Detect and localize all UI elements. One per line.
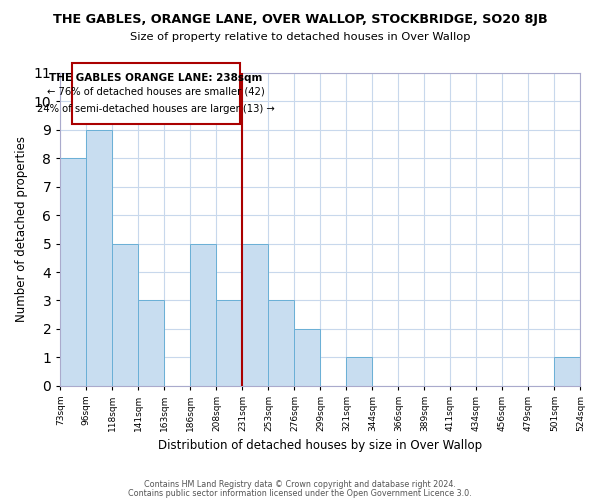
Text: Contains public sector information licensed under the Open Government Licence 3.: Contains public sector information licen… xyxy=(128,488,472,498)
Text: THE GABLES ORANGE LANE: 238sqm: THE GABLES ORANGE LANE: 238sqm xyxy=(49,73,263,83)
Text: THE GABLES, ORANGE LANE, OVER WALLOP, STOCKBRIDGE, SO20 8JB: THE GABLES, ORANGE LANE, OVER WALLOP, ST… xyxy=(53,12,547,26)
Bar xyxy=(242,244,268,386)
Bar xyxy=(190,244,217,386)
Bar xyxy=(139,300,164,386)
Bar xyxy=(554,358,580,386)
Bar xyxy=(268,300,295,386)
Text: 24% of semi-detached houses are larger (13) →: 24% of semi-detached houses are larger (… xyxy=(37,104,275,114)
Text: ← 76% of detached houses are smaller (42): ← 76% of detached houses are smaller (42… xyxy=(47,86,265,97)
Bar xyxy=(346,358,373,386)
X-axis label: Distribution of detached houses by size in Over Wallop: Distribution of detached houses by size … xyxy=(158,440,482,452)
Bar xyxy=(61,158,86,386)
Bar xyxy=(217,300,242,386)
Y-axis label: Number of detached properties: Number of detached properties xyxy=(15,136,28,322)
Bar xyxy=(86,130,112,386)
Text: Contains HM Land Registry data © Crown copyright and database right 2024.: Contains HM Land Registry data © Crown c… xyxy=(144,480,456,489)
FancyBboxPatch shape xyxy=(72,63,240,124)
Text: Size of property relative to detached houses in Over Wallop: Size of property relative to detached ho… xyxy=(130,32,470,42)
Bar xyxy=(295,329,320,386)
Bar xyxy=(112,244,139,386)
